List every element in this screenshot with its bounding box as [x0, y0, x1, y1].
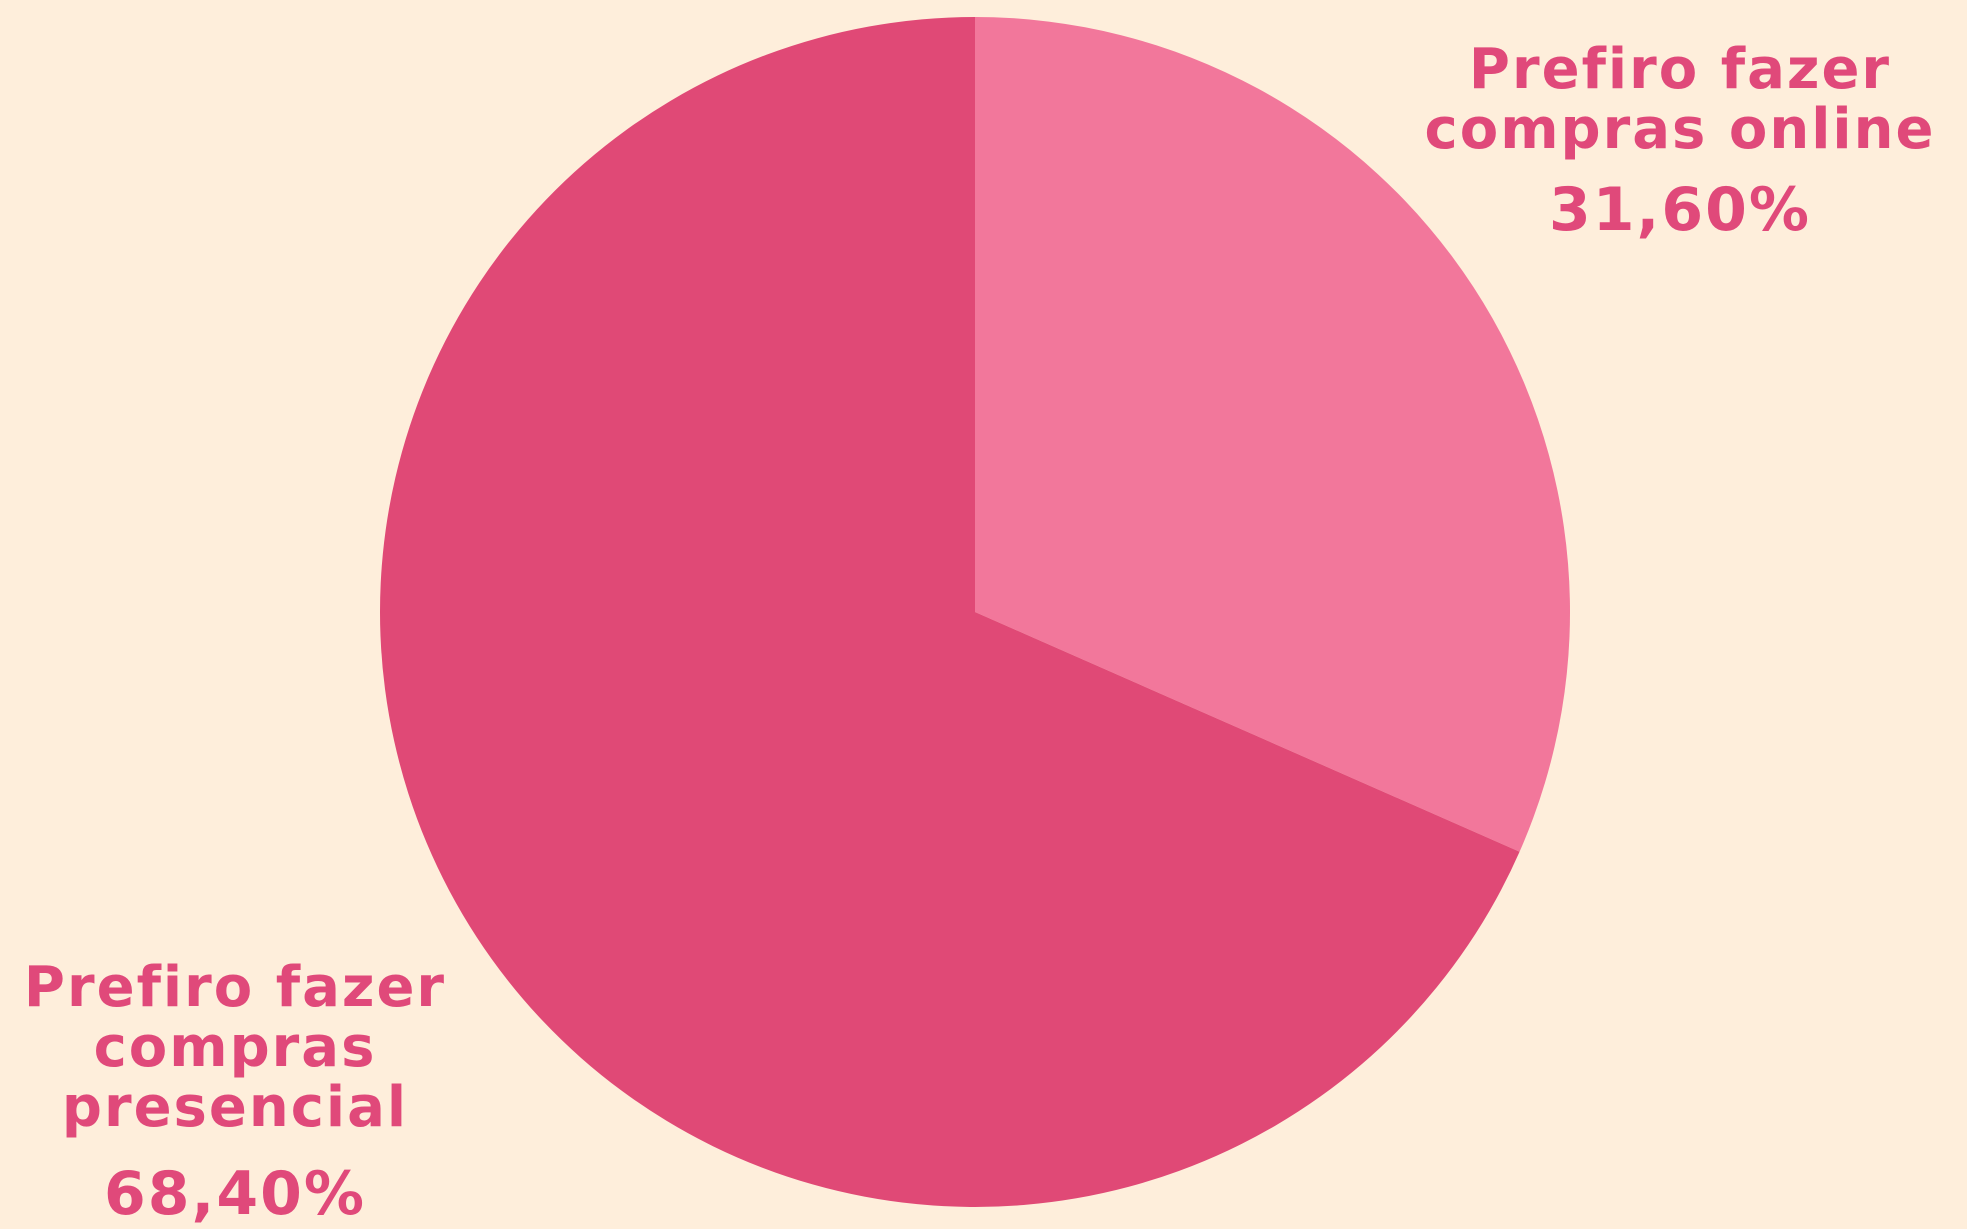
pie-slice-presencial: [379, 17, 1520, 1208]
pie-slices: [379, 17, 1570, 1208]
pie-slice-online: [975, 17, 1570, 852]
slice-percent-online: 31,60%: [1549, 175, 1811, 245]
slice-name-presencial: Prefiro fazer compras presencial: [23, 955, 447, 1140]
slice-percent-presencial: 68,40%: [104, 1159, 366, 1229]
slice-name-online: Prefiro fazer compras online: [1424, 37, 1936, 162]
slice-label-online: Prefiro fazer compras online 31,60%: [1400, 37, 1960, 245]
slice-label-presencial: Prefiro fazer compras presencial 68,40%: [10, 955, 460, 1229]
